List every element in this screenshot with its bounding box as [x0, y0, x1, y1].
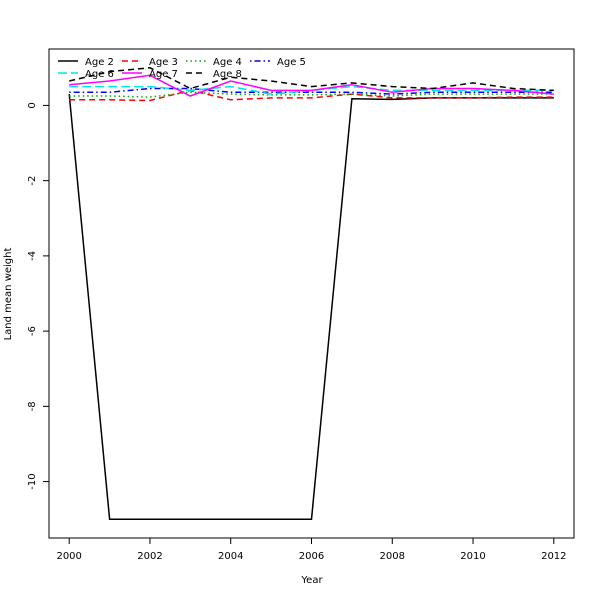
legend-label: Age 4	[213, 57, 242, 68]
x-tick-label: 2006	[299, 551, 324, 562]
x-tick-label: 2002	[137, 551, 162, 562]
y-axis-title: Land mean weight	[3, 248, 14, 341]
series-line-age-6	[69, 85, 554, 95]
x-axis-title: Year	[300, 575, 323, 586]
y-tick-label: -4	[27, 251, 38, 261]
series-line-age-3	[69, 89, 554, 102]
legend-label: Age 7	[149, 69, 178, 80]
y-tick-label: -2	[27, 176, 38, 186]
legend-label: Age 3	[149, 57, 178, 68]
x-tick-label: 2000	[56, 551, 81, 562]
series-line-age-7	[69, 74, 554, 97]
axes-layer: 2000 2002 2004 2006 2008 2010 2012 0 -2 -4 -6 -8 -10	[27, 102, 567, 562]
y-tick-label: -6	[27, 326, 38, 336]
series-line-age-2	[68, 94, 554, 520]
x-tick-label: 2010	[460, 551, 485, 562]
y-tick-label: 0	[27, 102, 38, 108]
y-tick-label: -10	[27, 473, 38, 489]
legend-label: Age 2	[85, 57, 114, 68]
x-tick-label: 2012	[541, 551, 566, 562]
x-tick-label: 2004	[218, 551, 243, 562]
y-tick-label: -8	[27, 401, 38, 411]
legend: Age 2 Age 3 Age 4 Age 5 Age 6 Age 7 Age 8	[58, 57, 306, 80]
legend-label: Age 5	[277, 57, 306, 68]
series-line-age-8	[69, 67, 554, 92]
legend-label: Age 6	[85, 69, 114, 80]
series-layer	[68, 67, 554, 520]
legend-label: Age 8	[213, 69, 242, 80]
x-tick-label: 2008	[380, 551, 405, 562]
